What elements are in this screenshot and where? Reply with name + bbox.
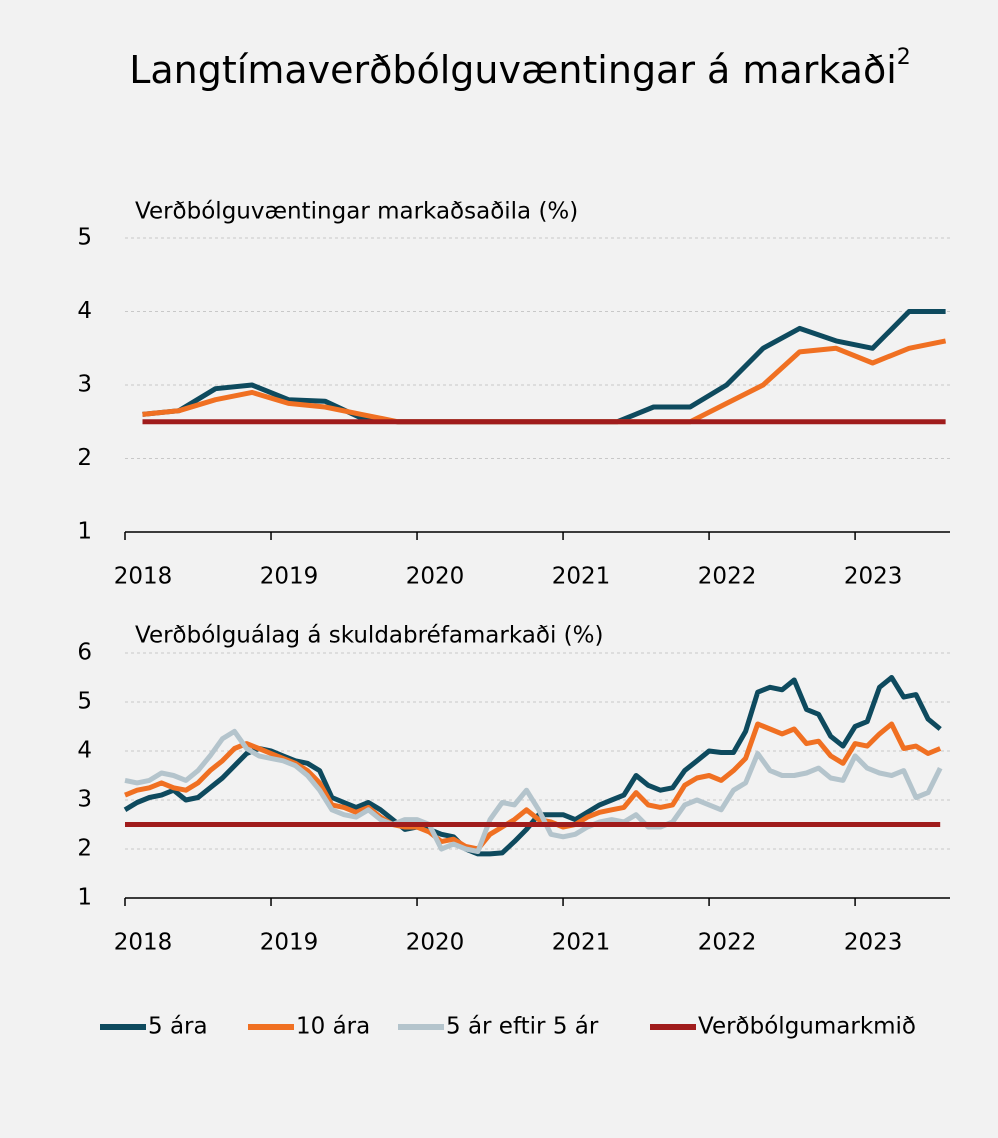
legend-label: 5 ára (148, 1014, 208, 1040)
x-tick-label: 2020 (406, 930, 465, 956)
y-tick-label: 3 (77, 787, 92, 813)
x-tick-label: 2022 (698, 930, 757, 956)
x-tick-label: 2019 (260, 564, 319, 590)
x-tick-label: 2020 (406, 564, 465, 590)
legend-label: 5 ár eftir 5 ár (446, 1014, 599, 1040)
line-series (142, 309, 946, 425)
x-tick-label: 2018 (114, 930, 173, 956)
legend-label: Verðbólgumarkmið (698, 1014, 916, 1040)
y-tick-label: 3 (77, 372, 92, 398)
title-note: 2 (897, 45, 911, 70)
x-tick-label: 2023 (844, 930, 903, 956)
title-text: Langtímaverðbólguvæntingar á markaði (129, 48, 897, 92)
subtitle: Verðbólguálag á skuldabréfamarkaði (%) (135, 623, 603, 649)
x-tick-label: 2018 (114, 564, 173, 590)
x-tick-label: 2019 (260, 930, 319, 956)
y-tick-label: 2 (77, 836, 92, 862)
y-tick-label: 1 (77, 885, 92, 911)
x-tick-label: 2022 (698, 564, 757, 590)
line-series (124, 728, 943, 854)
line-series (124, 721, 942, 852)
x-tick-label: 2021 (552, 930, 611, 956)
x-tick-label: 2021 (552, 564, 611, 590)
y-tick-label: 1 (77, 519, 92, 545)
y-tick-label: 2 (77, 445, 92, 471)
y-tick-label: 5 (77, 225, 92, 251)
y-tick-label: 4 (77, 298, 92, 324)
y-tick-label: 4 (77, 738, 92, 764)
x-tick-label: 2023 (844, 564, 903, 590)
y-tick-label: 6 (77, 640, 92, 666)
subtitle: Verðbólguvæntingar markaðsaðila (%) (135, 199, 578, 225)
chart-title: Langtímaverðbólguvæntingar á markaði2 (129, 45, 911, 92)
line-series (142, 338, 947, 425)
legend-label: 10 ára (296, 1014, 370, 1040)
y-tick-label: 5 (77, 689, 92, 715)
